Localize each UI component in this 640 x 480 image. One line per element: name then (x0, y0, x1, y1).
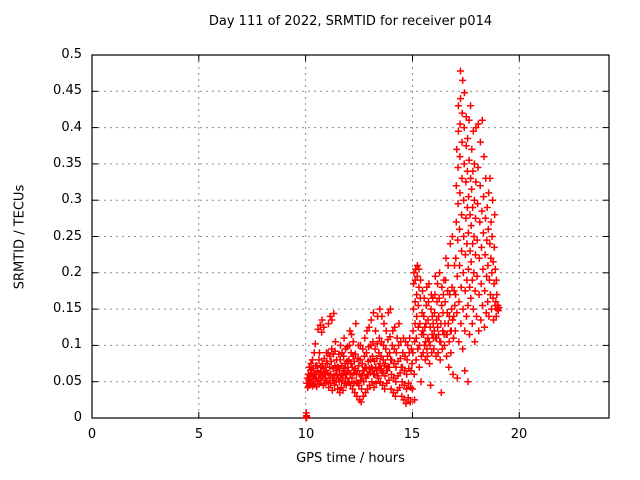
x-tick-label: 15 (403, 427, 421, 442)
y-tick-label: 0 (73, 410, 82, 425)
plot-border (91, 54, 610, 419)
y-tick-label: 0.3 (61, 192, 82, 207)
x-tick-label: 20 (510, 427, 528, 442)
y-tick-label: 0.25 (53, 229, 82, 244)
y-tick-label: 0.4 (61, 120, 82, 135)
y-tick-label: 0.05 (53, 374, 82, 389)
y-tick-label: 0.35 (53, 156, 82, 171)
x-tick-label: 5 (194, 427, 204, 442)
x-axis-label: GPS time / hours (296, 451, 405, 466)
y-tick-label: 0.2 (61, 265, 82, 280)
y-tick-label: 0.5 (61, 47, 82, 62)
chart-title: Day 111 of 2022, SRMTID for receiver p01… (208, 14, 493, 29)
y-tick-label: 0.1 (61, 337, 82, 352)
scatter-points (302, 67, 503, 422)
x-tick-label: 0 (87, 427, 97, 442)
y-tick-label: 0.45 (53, 83, 82, 98)
x-tick-label: 10 (297, 427, 315, 442)
y-tick-label: 0.15 (53, 301, 82, 316)
